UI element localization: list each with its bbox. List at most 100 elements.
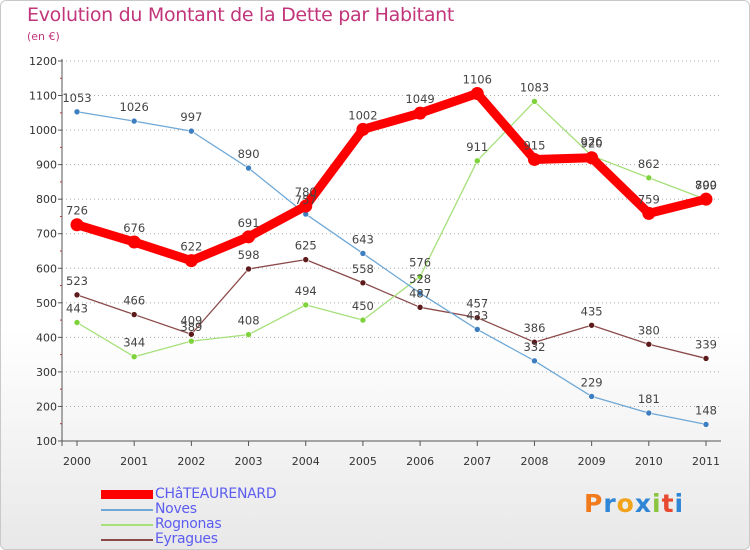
data-label: 780 bbox=[295, 185, 317, 199]
series-line-châteaurenard bbox=[72, 88, 711, 266]
logo-letter: r bbox=[603, 489, 617, 518]
x-tick-label: 2000 bbox=[63, 455, 91, 468]
logo-letter: t bbox=[661, 489, 675, 518]
y-tick-label: 900 bbox=[36, 159, 57, 172]
data-label: 386 bbox=[523, 321, 545, 335]
data-label: 691 bbox=[238, 216, 260, 230]
data-point bbox=[702, 421, 710, 428]
data-point bbox=[416, 289, 424, 297]
data-label: 1026 bbox=[120, 100, 149, 114]
data-point bbox=[645, 409, 653, 417]
data-label: 926 bbox=[581, 135, 603, 149]
data-point bbox=[416, 304, 424, 311]
logo-letter: o bbox=[616, 489, 635, 518]
data-point bbox=[130, 117, 138, 125]
series-line-noves bbox=[76, 111, 707, 426]
x-tick-label: 2009 bbox=[578, 455, 606, 468]
chart-legend: CHâTEAURENARD Noves Rognonas Eyragues bbox=[101, 486, 277, 547]
data-label: 1106 bbox=[463, 72, 492, 86]
data-label: 890 bbox=[238, 147, 260, 161]
data-point bbox=[70, 218, 84, 232]
data-point bbox=[245, 164, 252, 172]
data-point bbox=[242, 230, 256, 244]
data-point bbox=[645, 340, 653, 348]
x-tick-label: 2007 bbox=[463, 455, 491, 468]
data-label: 148 bbox=[695, 403, 717, 417]
data-label: 598 bbox=[238, 248, 260, 262]
data-point bbox=[245, 265, 252, 273]
logo-letter: i bbox=[674, 489, 685, 518]
data-label: 457 bbox=[466, 297, 488, 311]
data-label: 494 bbox=[295, 284, 317, 298]
proxiti-logo: Proxiti bbox=[584, 489, 684, 518]
data-point bbox=[127, 235, 141, 249]
logo-letter: i bbox=[652, 489, 662, 518]
data-label: 389 bbox=[180, 320, 202, 334]
y-tick-label: 700 bbox=[36, 228, 57, 241]
data-point bbox=[699, 192, 713, 206]
data-label: 676 bbox=[123, 221, 145, 235]
data-point bbox=[588, 393, 595, 400]
data-label: 800 bbox=[695, 178, 717, 192]
legend-item: Noves bbox=[101, 502, 276, 517]
data-label: 576 bbox=[409, 256, 431, 270]
legend-swatch bbox=[101, 508, 153, 511]
legend-item: Eyragues bbox=[101, 532, 276, 547]
data-label: 862 bbox=[638, 157, 660, 171]
data-point bbox=[585, 151, 599, 165]
data-point bbox=[302, 301, 310, 309]
data-point bbox=[473, 314, 481, 321]
data-point bbox=[356, 122, 370, 136]
x-tick-label: 2008 bbox=[520, 455, 548, 468]
y-tick-label: 600 bbox=[36, 262, 57, 275]
data-label: 181 bbox=[638, 392, 660, 406]
y-tick-label: 300 bbox=[36, 366, 57, 379]
x-tick-label: 2010 bbox=[635, 455, 663, 468]
chart-subtitle: (en €) bbox=[27, 30, 60, 43]
data-point bbox=[130, 311, 138, 318]
data-label: 523 bbox=[66, 274, 88, 288]
data-point bbox=[531, 338, 538, 346]
y-tick-label: 100 bbox=[36, 435, 57, 448]
x-tick-label: 2006 bbox=[406, 455, 434, 468]
data-point bbox=[645, 174, 653, 182]
legend-item: CHâTEAURENARD bbox=[101, 486, 277, 502]
data-label: 643 bbox=[352, 232, 374, 246]
data-point bbox=[188, 330, 195, 338]
x-tick-label: 2002 bbox=[177, 455, 205, 468]
data-point bbox=[73, 108, 81, 116]
x-tick-label: 2005 bbox=[349, 455, 377, 468]
data-point bbox=[642, 206, 656, 220]
data-point bbox=[527, 152, 541, 166]
data-point bbox=[531, 98, 538, 105]
data-label: 380 bbox=[638, 323, 660, 337]
legend-label: Noves bbox=[155, 501, 197, 517]
legend-label: Rognonas bbox=[155, 516, 222, 532]
x-tick-label: 2001 bbox=[120, 455, 148, 468]
data-label: 726 bbox=[66, 204, 88, 218]
data-point bbox=[130, 353, 138, 361]
data-point bbox=[359, 316, 367, 324]
legend-swatch bbox=[101, 523, 153, 526]
data-point bbox=[531, 357, 538, 365]
data-label: 799 bbox=[695, 179, 717, 193]
legend-item: Rognonas bbox=[101, 517, 276, 532]
y-tick-label: 800 bbox=[36, 193, 57, 206]
y-tick-label: 500 bbox=[36, 297, 57, 310]
data-label: 528 bbox=[409, 272, 431, 286]
series-line-rognonas bbox=[76, 100, 707, 358]
data-label: 997 bbox=[180, 110, 202, 124]
data-point bbox=[588, 321, 595, 329]
y-tick-label: 400 bbox=[36, 331, 57, 344]
data-label: 435 bbox=[581, 304, 603, 318]
data-label: 759 bbox=[638, 192, 660, 206]
legend-label: CHâTEAURENARD bbox=[155, 486, 277, 502]
data-point bbox=[73, 319, 81, 326]
chart-title: Evolution du Montant de la Dette par Hab… bbox=[27, 4, 455, 26]
data-label: 757 bbox=[295, 193, 317, 207]
data-point bbox=[473, 157, 481, 165]
data-label: 344 bbox=[123, 336, 145, 350]
x-tick-label: 2004 bbox=[292, 455, 320, 468]
